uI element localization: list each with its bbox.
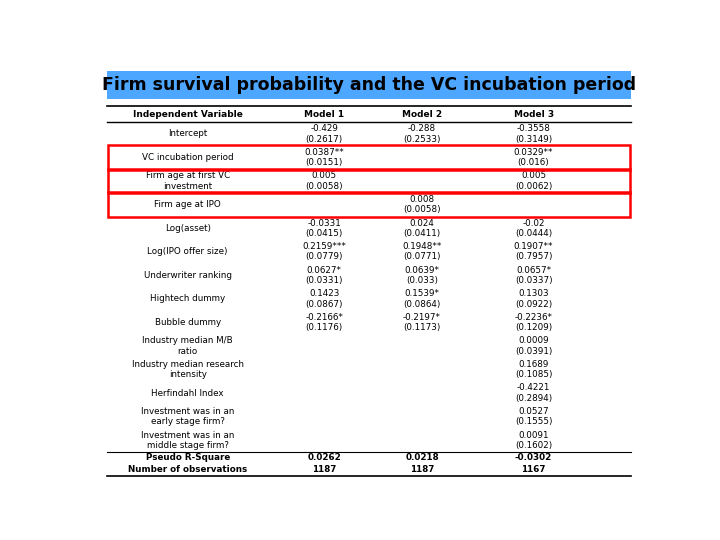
- Text: VC incubation period: VC incubation period: [142, 153, 233, 162]
- Text: Log(asset): Log(asset): [165, 224, 211, 233]
- Text: -0.429
(0.2617): -0.429 (0.2617): [306, 124, 343, 144]
- Text: 1167: 1167: [521, 465, 546, 474]
- Text: Pseudo R-Square: Pseudo R-Square: [145, 454, 230, 462]
- Text: Log(IPO offer size): Log(IPO offer size): [148, 247, 228, 256]
- Text: 0.1689
(0.1085): 0.1689 (0.1085): [515, 360, 552, 379]
- Text: -0.3558
(0.3149): -0.3558 (0.3149): [515, 124, 552, 144]
- Text: Underwriter ranking: Underwriter ranking: [144, 271, 232, 280]
- Text: 0.0091
(0.1602): 0.0091 (0.1602): [515, 430, 552, 450]
- Text: 1187: 1187: [312, 465, 336, 474]
- Text: Intercept: Intercept: [168, 130, 207, 138]
- Text: 0.0627*
(0.0331): 0.0627* (0.0331): [305, 266, 343, 285]
- Text: 0.0262: 0.0262: [307, 454, 341, 462]
- Text: 0.0639*
(0.033): 0.0639* (0.033): [405, 266, 439, 285]
- FancyBboxPatch shape: [107, 71, 631, 99]
- Text: 0.005
(0.0058): 0.005 (0.0058): [305, 171, 343, 191]
- Text: Firm age at first VC
investment: Firm age at first VC investment: [145, 171, 230, 191]
- Text: Investment was in an
early stage firm?: Investment was in an early stage firm?: [141, 407, 234, 427]
- Text: -0.2166*
(0.1176): -0.2166* (0.1176): [305, 313, 343, 332]
- Text: 0.024
(0.0411): 0.024 (0.0411): [403, 219, 441, 238]
- Text: 0.1423
(0.0867): 0.1423 (0.0867): [305, 289, 343, 308]
- Text: Hightech dummy: Hightech dummy: [150, 294, 225, 303]
- Text: 1187: 1187: [410, 465, 434, 474]
- Text: 0.0218: 0.0218: [405, 454, 438, 462]
- Text: Firm survival probability and the VC incubation period: Firm survival probability and the VC inc…: [102, 76, 636, 94]
- Text: Model 1: Model 1: [305, 110, 344, 119]
- Text: 0.1303
(0.0922): 0.1303 (0.0922): [515, 289, 552, 308]
- Text: -0.0331
(0.0415): -0.0331 (0.0415): [306, 219, 343, 238]
- Text: -0.0302: -0.0302: [515, 454, 552, 462]
- Text: 0.008
(0.0058): 0.008 (0.0058): [403, 195, 441, 214]
- Text: 0.0009
(0.0391): 0.0009 (0.0391): [515, 336, 552, 356]
- Text: Model 3: Model 3: [513, 110, 554, 119]
- Text: Herfindahl Index: Herfindahl Index: [151, 389, 224, 397]
- Text: 0.2159***
(0.0779): 0.2159*** (0.0779): [302, 242, 346, 261]
- Text: -0.02
(0.0444): -0.02 (0.0444): [515, 219, 552, 238]
- Text: Industry median research
intensity: Industry median research intensity: [132, 360, 243, 379]
- Text: 0.0329**
(0.016): 0.0329** (0.016): [514, 148, 554, 167]
- Text: Investment was in an
middle stage firm?: Investment was in an middle stage firm?: [141, 430, 234, 450]
- Text: 0.005
(0.0062): 0.005 (0.0062): [515, 171, 552, 191]
- Text: 0.1539*
(0.0864): 0.1539* (0.0864): [403, 289, 441, 308]
- Text: -0.2236*
(0.1209): -0.2236* (0.1209): [515, 313, 553, 332]
- Text: Industry median M/B
ratio: Industry median M/B ratio: [143, 336, 233, 356]
- Text: 0.1948**
(0.0771): 0.1948** (0.0771): [402, 242, 441, 261]
- Text: 0.0657*
(0.0337): 0.0657* (0.0337): [515, 266, 552, 285]
- Text: -0.288
(0.2533): -0.288 (0.2533): [403, 124, 441, 144]
- Text: Bubble dummy: Bubble dummy: [155, 318, 221, 327]
- Text: Independent Variable: Independent Variable: [132, 110, 243, 119]
- Text: 0.0527
(0.1555): 0.0527 (0.1555): [515, 407, 552, 427]
- Text: Firm age at IPO: Firm age at IPO: [154, 200, 221, 209]
- Text: Number of observations: Number of observations: [128, 465, 247, 474]
- Text: -0.2197*
(0.1173): -0.2197* (0.1173): [403, 313, 441, 332]
- Text: Model 2: Model 2: [402, 110, 442, 119]
- Text: -0.4221
(0.2894): -0.4221 (0.2894): [515, 383, 552, 403]
- Text: 0.0387**
(0.0151): 0.0387** (0.0151): [305, 148, 344, 167]
- Text: 0.1907**
(0.7957): 0.1907** (0.7957): [514, 242, 554, 261]
